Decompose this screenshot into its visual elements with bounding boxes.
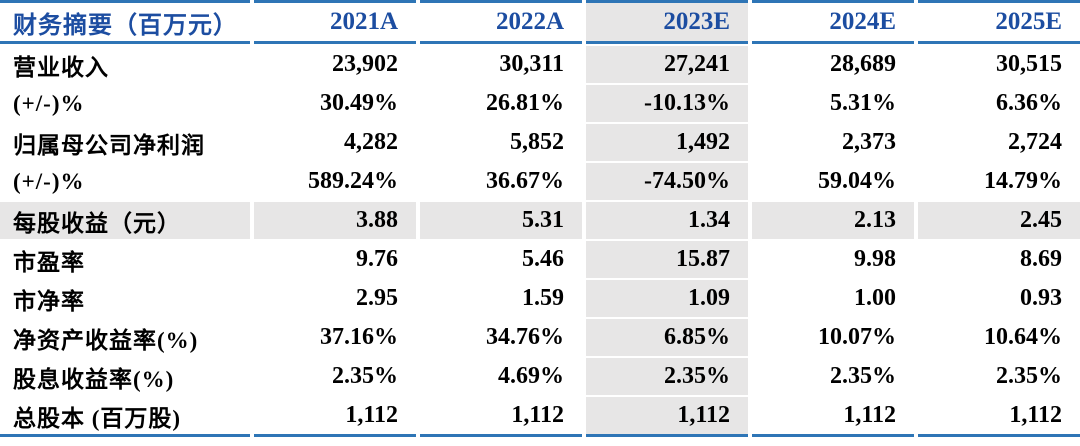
cell-value: -74.50% <box>586 163 748 200</box>
table-row: (+/-)% 30.49% 26.81% -10.13% 5.31% 6.36% <box>0 85 1080 122</box>
table-row: 营业收入 23,902 30,311 27,241 28,689 30,515 <box>0 46 1080 83</box>
cell-value: 10.07% <box>818 324 896 350</box>
cell-value: 1,112 <box>586 397 748 437</box>
row-label: 归属母公司净利润 <box>13 132 205 158</box>
cell-value: 2.45 <box>918 202 1080 239</box>
row-label: 净资产收益率(%) <box>13 327 199 353</box>
cell-value: 8.69 <box>1020 246 1062 272</box>
cell-value: 36.67% <box>486 168 564 194</box>
cell-value: 5,852 <box>510 129 564 155</box>
column-header-2024E: 2024E <box>752 0 914 44</box>
cell-value: 1.34 <box>586 202 748 239</box>
row-label: 股息收益率(%) <box>13 366 175 392</box>
cell-value: 5.46 <box>522 246 564 272</box>
row-label: 市盈率 <box>13 249 85 275</box>
cell-value: 1.09 <box>586 280 748 317</box>
cell-value: 4.69% <box>498 363 564 389</box>
cell-value: 27,241 <box>586 46 748 83</box>
column-header-2025E: 2025E <box>918 0 1080 44</box>
cell-value: 23,902 <box>332 51 398 77</box>
cell-value: 2.35% <box>996 363 1062 389</box>
cell-value: 10.64% <box>984 324 1062 350</box>
cell-value: 4,282 <box>344 129 398 155</box>
row-label: 营业收入 <box>13 54 109 80</box>
cell-value: 5.31 <box>420 202 582 239</box>
cell-value: 2,373 <box>842 129 896 155</box>
column-header-2022A: 2022A <box>420 0 582 44</box>
row-label: (+/-)% <box>13 168 85 194</box>
cell-value: 1,112 <box>254 397 416 437</box>
cell-value: 1,112 <box>420 397 582 437</box>
cell-value: 30,311 <box>499 51 564 77</box>
cell-value: 1,492 <box>586 124 748 161</box>
cell-value: 2.35% <box>830 363 896 389</box>
table-row: (+/-)% 589.24% 36.67% -74.50% 59.04% 14.79% <box>0 163 1080 200</box>
row-label: (+/-)% <box>13 90 85 116</box>
cell-value: 1.59 <box>522 285 564 311</box>
cell-value: 6.36% <box>996 90 1062 116</box>
cell-value: 2.35% <box>332 363 398 389</box>
cell-value: 2,724 <box>1008 129 1062 155</box>
cell-value: 5.31% <box>830 90 896 116</box>
cell-value: 9.76 <box>356 246 398 272</box>
row-label: 总股本 (百万股) <box>0 397 250 437</box>
cell-value: -10.13% <box>586 85 748 122</box>
table-row: 归属母公司净利润 4,282 5,852 1,492 2,373 2,724 <box>0 124 1080 161</box>
cell-value: 30.49% <box>320 90 398 116</box>
table-row: 市盈率 9.76 5.46 15.87 9.98 8.69 <box>0 241 1080 278</box>
cell-value: 0.93 <box>1020 285 1062 311</box>
table-title: 财务摘要（百万元） <box>0 0 250 44</box>
cell-value: 2.95 <box>356 285 398 311</box>
cell-value: 1,112 <box>752 397 914 437</box>
row-label: 市净率 <box>13 288 85 314</box>
column-header-2021A: 2021A <box>254 0 416 44</box>
cell-value: 3.88 <box>254 202 416 239</box>
cell-value: 9.98 <box>854 246 896 272</box>
cell-value: 15.87 <box>586 241 748 278</box>
table-row: 总股本 (百万股) 1,112 1,112 1,112 1,112 1,112 <box>0 397 1080 437</box>
cell-value: 2.35% <box>586 358 748 395</box>
cell-value: 1.00 <box>854 285 896 311</box>
header-row: 财务摘要（百万元） 2021A 2022A 2023E 2024E 2025E <box>0 0 1080 44</box>
table-body: 营业收入 23,902 30,311 27,241 28,689 30,515 (+/-)%… <box>0 46 1080 437</box>
cell-value: 14.79% <box>984 168 1062 194</box>
cell-value: 26.81% <box>486 90 564 116</box>
cell-value: 589.24% <box>308 168 398 194</box>
cell-value: 2.13 <box>752 202 914 239</box>
cell-value: 1,112 <box>918 397 1080 437</box>
table-row: 股息收益率(%) 2.35% 4.69% 2.35% 2.35% 2.35% <box>0 358 1080 395</box>
table-row: 每股收益（元） 3.88 5.31 1.34 2.13 2.45 <box>0 202 1080 239</box>
cell-value: 28,689 <box>830 51 896 77</box>
cell-value: 30,515 <box>996 51 1062 77</box>
column-header-2023E: 2023E <box>586 0 748 44</box>
cell-value: 34.76% <box>486 324 564 350</box>
cell-value: 6.85% <box>586 319 748 356</box>
cell-value: 37.16% <box>320 324 398 350</box>
cell-value: 59.04% <box>818 168 896 194</box>
row-label: 每股收益（元） <box>0 202 250 239</box>
table-row: 净资产收益率(%) 37.16% 34.76% 6.85% 10.07% 10.64% <box>0 319 1080 356</box>
table-row: 市净率 2.95 1.59 1.09 1.00 0.93 <box>0 280 1080 317</box>
